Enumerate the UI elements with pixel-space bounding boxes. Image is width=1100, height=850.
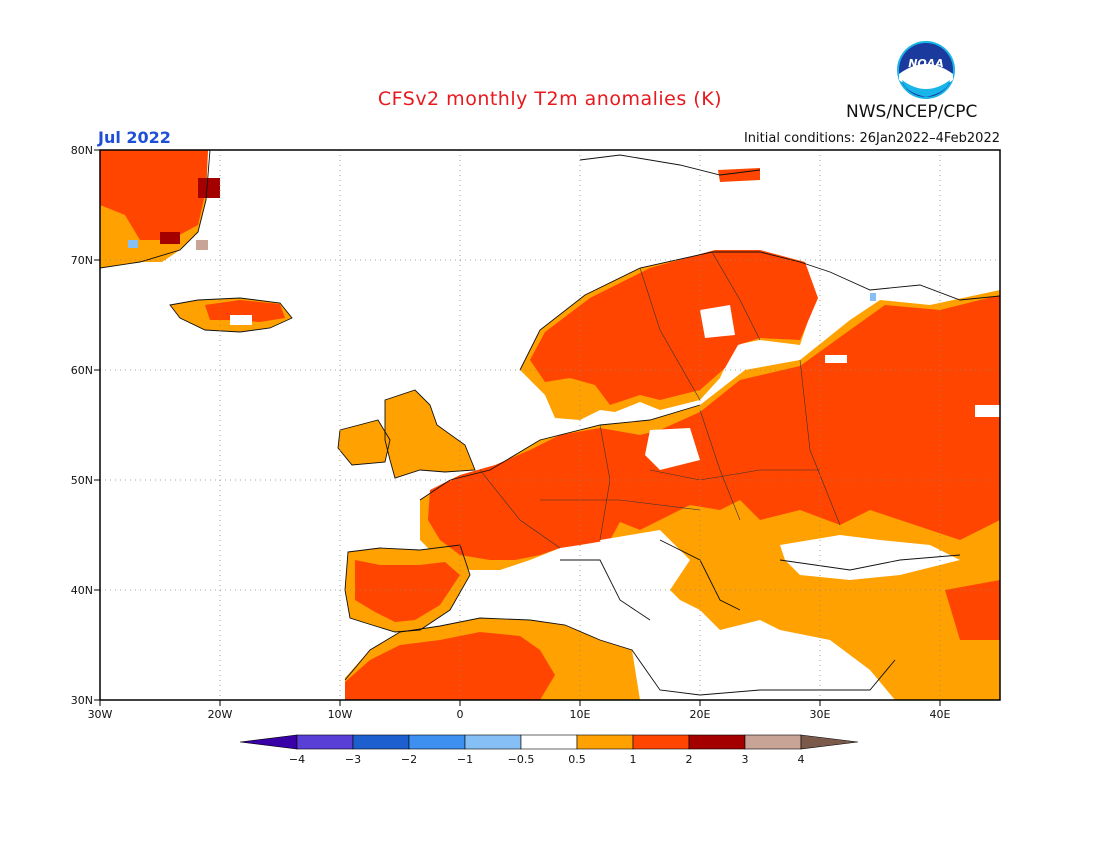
- colorbar-arrow-left: [239, 734, 298, 750]
- colorbar-tick-label: 0.5: [568, 753, 586, 766]
- lon-label: 10E: [570, 708, 591, 721]
- axis-ticks: [94, 149, 941, 706]
- colorbar-tick-label: 1: [630, 753, 637, 766]
- lat-label: 40N: [71, 584, 93, 597]
- colorbar-tick-label: −4: [289, 753, 305, 766]
- page-title: CFSv2 monthly T2m anomalies (K): [377, 88, 723, 110]
- lon-label: 20E: [690, 708, 711, 721]
- colorbar-tick-label: 4: [798, 753, 805, 766]
- colorbar-segment: [520, 734, 578, 750]
- colorbar-tick-label: 2: [686, 753, 693, 766]
- forecast-month: Jul 2022: [98, 128, 171, 147]
- brown-cell: [196, 240, 208, 250]
- colorbar-segment: [352, 734, 410, 750]
- colorbar-segment: [464, 734, 522, 750]
- agency-label: NWS/NCEP/CPC: [846, 102, 978, 122]
- lat-label: 80N: [71, 144, 93, 157]
- lon-label: 30W: [88, 708, 113, 721]
- colorbar-tick-label: −0.5: [508, 753, 535, 766]
- lat-label: 70N: [71, 254, 93, 267]
- blue-cell: [128, 240, 138, 248]
- colorbar-segment: [688, 734, 746, 750]
- colorbar-segment: [576, 734, 634, 750]
- lon-label: 10W: [328, 708, 353, 721]
- colorbar-segment: [632, 734, 690, 750]
- logo-text: NOAA: [908, 57, 944, 70]
- colorbar-segment: [408, 734, 466, 750]
- blue-cell-2: [870, 293, 876, 301]
- anomaly-layer-darkred: [160, 178, 220, 244]
- lon-label: 40E: [930, 708, 951, 721]
- country-borders: [479, 251, 841, 549]
- lon-label: 0: [457, 708, 464, 721]
- map-frame: [99, 149, 1001, 701]
- lat-label: 60N: [71, 364, 93, 377]
- anomaly-layer-red: [100, 150, 1000, 700]
- lon-label: 20W: [208, 708, 233, 721]
- lat-label: 30N: [71, 694, 93, 707]
- colorbar-arrow-right: [800, 734, 859, 750]
- colorbar-segment: [296, 734, 354, 750]
- colorbar-segment: [744, 734, 802, 750]
- lon-label: 30E: [810, 708, 831, 721]
- colorbar-tick-label: −1: [457, 753, 473, 766]
- graticule: [100, 150, 1000, 700]
- lat-label: 50N: [71, 474, 93, 487]
- noaa-logo: NOAA: [897, 41, 955, 99]
- anomaly-layer-white: [230, 305, 1000, 640]
- colorbar-tick-label: −2: [401, 753, 417, 766]
- colorbar-tick-label: −3: [345, 753, 361, 766]
- colorbar-tick-label: 3: [742, 753, 749, 766]
- initial-conditions: Initial conditions: 26Jan2022–4Feb2022: [743, 131, 1000, 146]
